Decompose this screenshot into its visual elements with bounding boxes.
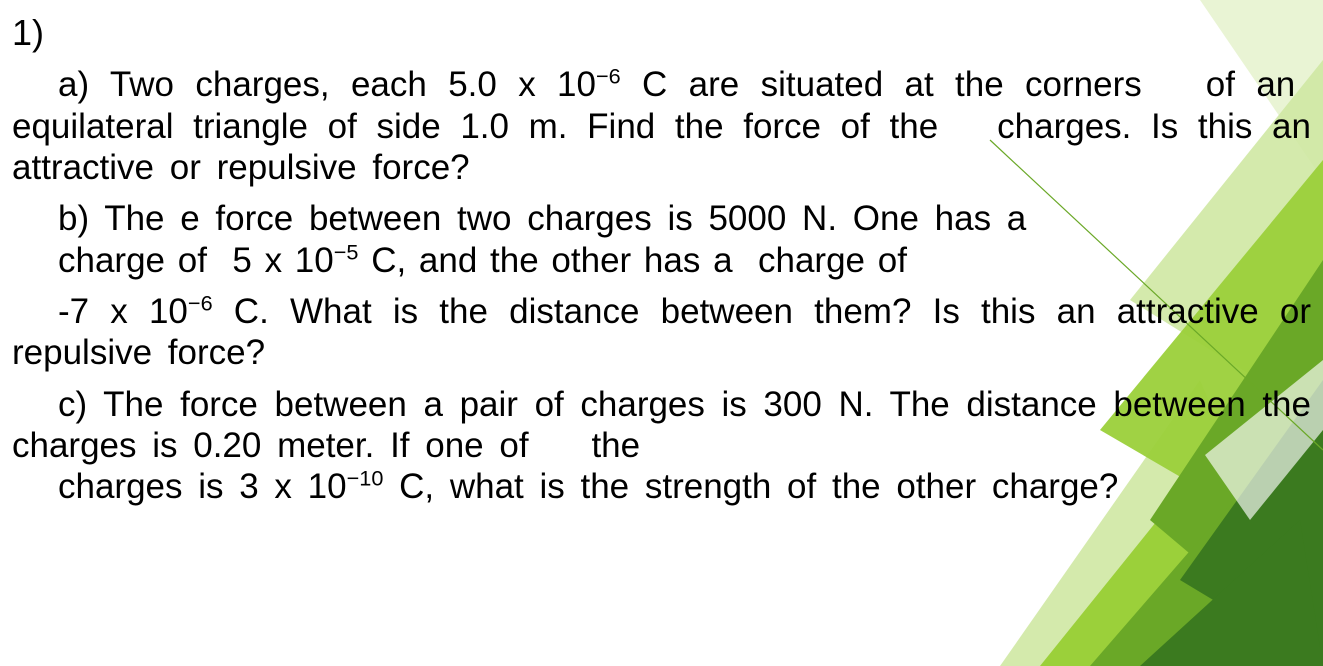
- para-b-line3: -7 x 10−6 C. What is the distance betwee…: [12, 291, 1311, 374]
- text-b1: b) The e force between two charges is 50…: [58, 199, 1026, 238]
- para-b-line2: charge of 5 x 10−5 C, and the other has …: [12, 240, 1311, 281]
- text-c2: charges is 3 x 10−10 C, what is the stre…: [58, 467, 1118, 506]
- text-b2: charge of 5 x 10−5 C, and the other has …: [58, 241, 907, 280]
- para-c-line1: c) The force between a pair of charges i…: [12, 384, 1311, 467]
- text-a: a) Two charges, each 5.0 x 10−6 C are si…: [12, 65, 1311, 187]
- text-c1: c) The force between a pair of charges i…: [12, 385, 1311, 465]
- para-c-line2: charges is 3 x 10−10 C, what is the stre…: [12, 466, 1311, 507]
- slide-text: 1) a) Two charges, each 5.0 x 10−6 C are…: [0, 0, 1323, 517]
- para-a: a) Two charges, each 5.0 x 10−6 C are si…: [12, 64, 1311, 188]
- question-number: 1): [12, 12, 1311, 54]
- text-b3: -7 x 10−6 C. What is the distance betwee…: [12, 292, 1311, 372]
- para-b-line1: b) The e force between two charges is 50…: [12, 198, 1311, 239]
